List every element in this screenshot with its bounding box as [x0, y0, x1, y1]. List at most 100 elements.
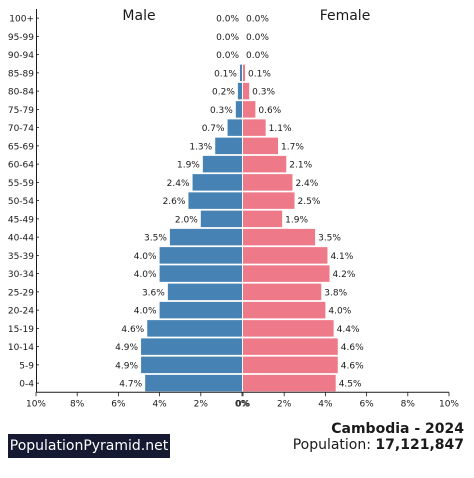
male-bar [159, 301, 242, 319]
female-bar [243, 265, 330, 282]
male-bar [169, 228, 242, 246]
female-bar [243, 247, 328, 264]
x-tick-label-left: 8% [70, 399, 85, 409]
country-year-title: Cambodia - 2024 [331, 421, 464, 437]
male-value-label: 4.0% [134, 270, 157, 280]
age-group-label: 50-54 [8, 197, 34, 207]
x-tick-label-right: 2% [277, 399, 292, 409]
age-group-label: 70-74 [8, 124, 34, 134]
age-group-label: 85-89 [8, 69, 34, 79]
male-bar [202, 155, 242, 173]
male-value-label: 0.0% [216, 51, 239, 61]
age-group-label: 55-59 [8, 179, 34, 189]
age-group-label: 75-79 [8, 106, 34, 116]
female-bar [243, 101, 256, 118]
male-value-label: 4.6% [121, 325, 144, 335]
age-group-label: 35-39 [8, 252, 34, 262]
age-group-label: 25-29 [8, 288, 34, 298]
male-value-label: 0.2% [212, 88, 235, 98]
population-pyramid-chart: Male Female 0.0% 0.0% 0.0% 0.0% 0.0% 0.0% 0.1%… [8, 8, 460, 409]
male-value-label: 2.0% [175, 215, 198, 225]
female-value-label: 1.1% [269, 124, 292, 134]
population-line: Population: 17,121,847 [293, 437, 464, 453]
male-value-label: 2.6% [163, 197, 186, 207]
male-value-label: 3.5% [144, 234, 167, 244]
male-bar [159, 247, 242, 264]
female-value-label: 4.5% [339, 380, 362, 390]
male-bar [141, 338, 242, 355]
female-bar [243, 210, 283, 228]
female-value-label: 0.0% [246, 51, 269, 61]
female-value-label: 0.3% [252, 88, 275, 98]
male-bar [192, 174, 242, 191]
female-value-label: 3.8% [324, 288, 347, 298]
male-value-label: 0.0% [216, 33, 239, 43]
female-bar [243, 137, 279, 155]
female-value-label: 4.1% [330, 252, 353, 262]
female-value-label: 0.0% [246, 15, 269, 25]
female-bar [243, 283, 322, 301]
male-value-label: 4.9% [115, 343, 138, 353]
age-group-label: 60-64 [8, 161, 34, 171]
age-group-label: 45-49 [8, 215, 34, 225]
female-value-label: 4.0% [328, 307, 351, 317]
male-bar [167, 283, 242, 301]
male-value-label: 4.0% [134, 252, 157, 262]
age-group-label: 20-24 [8, 307, 34, 317]
age-group-label: 10-14 [8, 343, 34, 353]
male-value-label: 4.9% [115, 361, 138, 371]
male-value-label: 0.0% [216, 15, 239, 25]
female-bar [243, 320, 334, 337]
x-tick-label-left: 10% [26, 399, 46, 409]
x-tick-label-left: 2% [194, 399, 209, 409]
male-value-label: 0.3% [210, 106, 233, 116]
age-group-label: 0-4 [19, 380, 34, 390]
female-bar [243, 119, 266, 136]
x-tick-label-right: 6% [359, 399, 374, 409]
male-bar [159, 265, 242, 282]
female-value-label: 2.5% [298, 197, 321, 207]
female-bar [243, 64, 246, 82]
age-group-label: 40-44 [8, 234, 34, 244]
female-value-label: 2.1% [289, 161, 312, 171]
male-value-label: 4.7% [119, 380, 142, 390]
male-bar [188, 192, 242, 209]
x-tick-label-right: 0% [236, 399, 251, 409]
age-group-label: 95-99 [8, 33, 34, 43]
male-value-label: 4.0% [134, 307, 157, 317]
male-bar [141, 356, 242, 374]
male-value-label: 3.6% [142, 288, 165, 298]
female-bar [243, 338, 338, 355]
male-value-label: 1.3% [189, 142, 212, 152]
population-value: 17,121,847 [375, 437, 464, 453]
age-group-label: 5-9 [19, 361, 34, 371]
male-bar [200, 210, 242, 228]
female-value-label: 1.9% [285, 215, 308, 225]
bars-layer: 0.0% 0.0% 0.0% 0.0% 0.0% 0.0% 0.1% 0.1% 0.2% 0.3%… [115, 15, 364, 392]
age-group-label: 100+ [9, 15, 34, 25]
female-value-label: 1.7% [281, 142, 304, 152]
female-bar [243, 192, 295, 209]
legend-male: Male [122, 8, 155, 24]
brand-badge[interactable]: PopulationPyramid.net [8, 434, 170, 458]
female-bar [243, 155, 287, 173]
female-bar [243, 228, 316, 246]
male-bar [237, 82, 242, 100]
age-group-label: 90-94 [8, 51, 34, 61]
female-value-label: 4.4% [337, 325, 360, 335]
x-tick-label-right: 10% [439, 399, 459, 409]
female-bar [243, 82, 250, 100]
x-tick-label-left: 4% [152, 399, 167, 409]
female-bar [243, 174, 293, 191]
female-value-label: 4.6% [341, 361, 364, 371]
male-value-label: 0.7% [202, 124, 225, 134]
female-bar [243, 356, 338, 374]
legend-female: Female [320, 8, 371, 24]
male-value-label: 1.9% [177, 161, 200, 171]
x-tick-label-left: 0% [235, 399, 250, 409]
female-value-label: 4.6% [341, 343, 364, 353]
age-group-label: 30-34 [8, 270, 34, 280]
female-value-label: 2.4% [295, 179, 318, 189]
male-value-label: 0.1% [214, 69, 237, 79]
male-bar [227, 119, 242, 136]
